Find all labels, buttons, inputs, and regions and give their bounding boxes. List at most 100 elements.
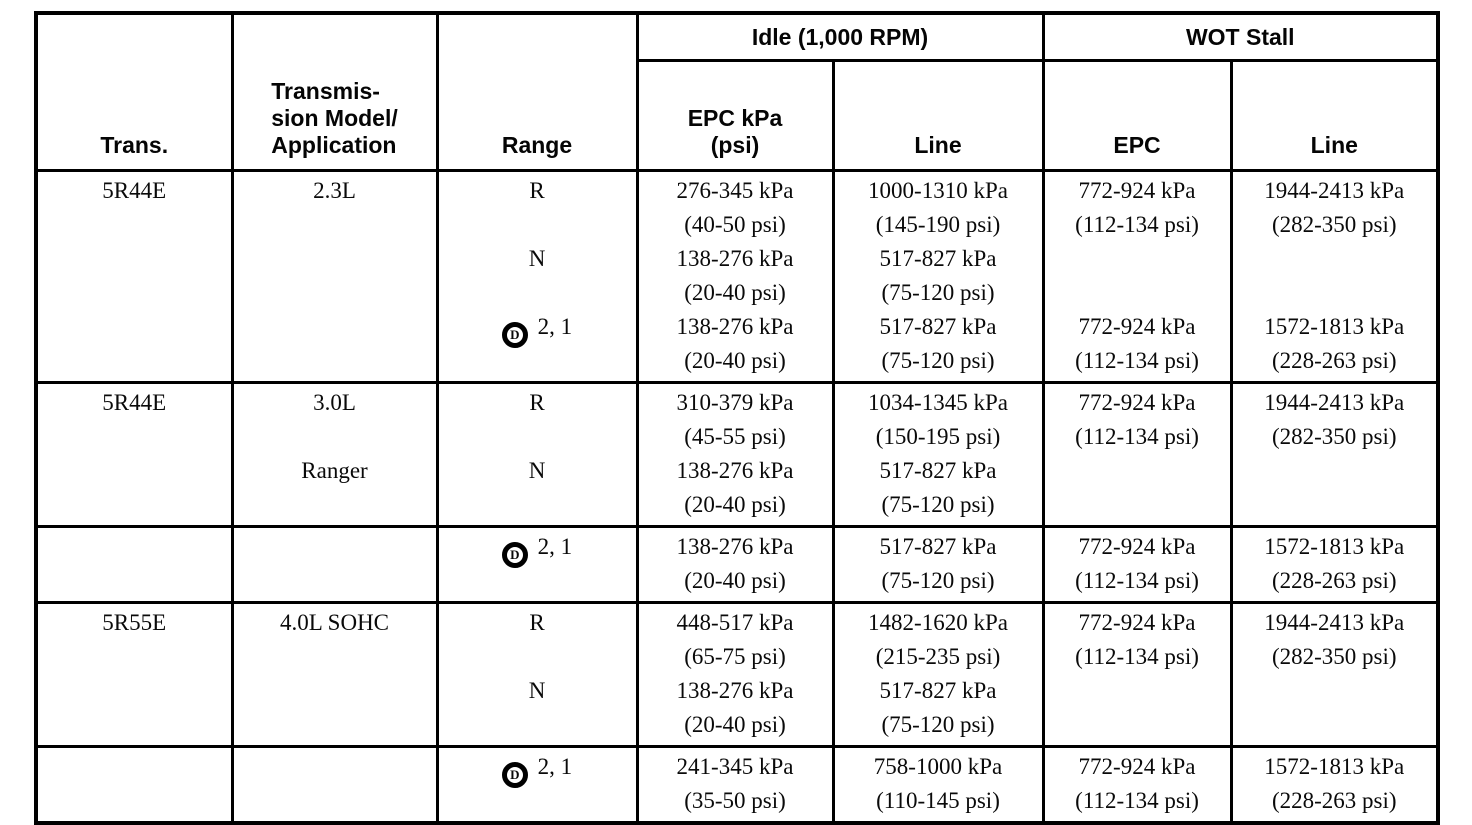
range-drive-label: D 2, 1 bbox=[441, 750, 634, 788]
cell-line bbox=[441, 784, 634, 818]
cell-model: 2.3L bbox=[230, 169, 439, 384]
cell-line bbox=[1047, 674, 1228, 708]
cell-line: (282-350 psi) bbox=[1271, 424, 1397, 449]
cell-idle_epc: 276-345 kPa (40-50 psi) 138-276 kPa (20-40 … bbox=[635, 169, 835, 384]
column-header-model-label: Transmis- sion Model/ Application bbox=[271, 78, 398, 158]
cell-line: 517-827 kPa bbox=[879, 534, 997, 559]
column-header-wot-epc: EPC bbox=[1041, 59, 1233, 172]
cell-line: (215-235 psi) bbox=[875, 644, 1001, 669]
cell-line: (282-350 psi) bbox=[1271, 212, 1397, 237]
cell-wot_epc: 772-924 kPa (112-134 psi) bbox=[1041, 745, 1233, 825]
cell-line bbox=[1047, 276, 1228, 310]
group-header-idle: Idle (1,000 RPM) bbox=[635, 11, 1045, 62]
cell-line: (228-263 psi) bbox=[1271, 348, 1397, 373]
cell-line: (112-134 psi) bbox=[1075, 348, 1199, 373]
cell-line: (150-195 psi) bbox=[875, 424, 1001, 449]
cell-line: (20-40 psi) bbox=[684, 712, 786, 737]
cell-line: 1944-2413 kPa bbox=[1264, 178, 1405, 203]
cell-line: 2.3L bbox=[313, 178, 356, 203]
cell-line: Ranger bbox=[301, 458, 368, 483]
cell-line: (40-50 psi) bbox=[684, 212, 786, 237]
cell-line: N bbox=[528, 678, 546, 703]
cell-model: 4.0L SOHC bbox=[230, 601, 439, 748]
cell-idle_epc: 310-379 kPa (45-55 psi) 138-276 kPa (20-40 … bbox=[635, 381, 835, 528]
cell-line: 4.0L SOHC bbox=[279, 610, 390, 635]
column-header-transmission-model-application: Transmis- sion Model/ Application bbox=[230, 11, 439, 172]
transmission-pressure-table: Trans. Transmis- sion Model/ Application… bbox=[34, 11, 1441, 825]
cell-line: (282-350 psi) bbox=[1271, 644, 1397, 669]
cell-model: 3.0L Ranger bbox=[230, 381, 439, 528]
scanned-document-page: Trans. Transmis- sion Model/ Application… bbox=[34, 11, 1441, 825]
cell-line: 241-345 kPa bbox=[676, 754, 794, 779]
cell-line: 758-1000 kPa bbox=[873, 754, 1003, 779]
cell-line: (35-50 psi) bbox=[684, 788, 786, 813]
cell-line bbox=[441, 564, 634, 598]
cell-line bbox=[441, 208, 634, 242]
cell-line: 138-276 kPa bbox=[676, 678, 794, 703]
column-header-range: Range bbox=[435, 11, 639, 172]
cell-line: N bbox=[528, 246, 546, 271]
table-row: D 2, 1 241-345 kPa (35-50 psi) 758-1000 kPa… bbox=[34, 745, 1440, 825]
column-header-idle-line: Line bbox=[831, 59, 1045, 172]
cell-line: 517-827 kPa bbox=[879, 678, 997, 703]
cell-line: (228-263 psi) bbox=[1271, 788, 1397, 813]
cell-line bbox=[1235, 276, 1435, 310]
cell-line: 517-827 kPa bbox=[879, 246, 997, 271]
cell-line: 5R55E bbox=[102, 610, 167, 635]
cell-idle_line: 517-827 kPa (75-120 psi) bbox=[831, 525, 1045, 604]
cell-line bbox=[441, 488, 634, 522]
table-header: Trans. Transmis- sion Model/ Application… bbox=[34, 11, 1440, 172]
cell-line: 5R44E bbox=[102, 390, 167, 415]
cell-line: 1572-1813 kPa bbox=[1264, 314, 1405, 339]
cell-line: (65-75 psi) bbox=[684, 644, 786, 669]
cell-line: 1034-1345 kPa bbox=[868, 390, 1008, 415]
cell-line: 772-924 kPa bbox=[1078, 754, 1196, 779]
column-header-trans: Trans. bbox=[34, 11, 234, 172]
cell-line bbox=[236, 750, 434, 784]
cell-line: (75-120 psi) bbox=[881, 348, 995, 373]
cell-wot_epc: 772-924 kPa (112-134 psi) 772-924 kPa (112-… bbox=[1041, 169, 1233, 384]
column-header-idle-epc: EPC kPa (psi) bbox=[635, 59, 835, 172]
cell-line: 138-276 kPa bbox=[676, 458, 794, 483]
cell-line: (75-120 psi) bbox=[881, 712, 995, 737]
cell-line bbox=[1047, 488, 1228, 522]
cell-wot_line: 1944-2413 kPa (282-350 psi) 1572-1813 kPa (… bbox=[1229, 169, 1440, 384]
table-row: 5R44E 2.3L R N D 2, 1 276-345 kPa (40-50 psi) 1… bbox=[34, 169, 1440, 384]
cell-line: 772-924 kPa bbox=[1078, 390, 1196, 415]
cell-model bbox=[230, 525, 439, 604]
cell-range: D 2, 1 bbox=[435, 525, 639, 604]
cell-line: 138-276 kPa bbox=[676, 314, 794, 339]
cell-line: (110-145 psi) bbox=[876, 788, 1000, 813]
cell-model bbox=[230, 745, 439, 825]
cell-idle_epc: 241-345 kPa (35-50 psi) bbox=[635, 745, 835, 825]
cell-line: 1944-2413 kPa bbox=[1264, 390, 1405, 415]
cell-idle_epc: 138-276 kPa (20-40 psi) bbox=[635, 525, 835, 604]
cell-range: D 2, 1 bbox=[435, 745, 639, 825]
cell-line: (112-134 psi) bbox=[1075, 568, 1199, 593]
cell-line: R bbox=[529, 390, 545, 415]
cell-line: 3.0L bbox=[313, 390, 356, 415]
cell-line: (20-40 psi) bbox=[684, 348, 786, 373]
cell-line: 1000-1310 kPa bbox=[868, 178, 1008, 203]
cell-line bbox=[1235, 674, 1435, 708]
cell-line: N bbox=[528, 458, 546, 483]
cell-wot_epc: 772-924 kPa (112-134 psi) bbox=[1041, 525, 1233, 604]
cell-line bbox=[1235, 454, 1435, 488]
cell-line: 1572-1813 kPa bbox=[1264, 534, 1405, 559]
cell-line bbox=[1235, 242, 1435, 276]
cell-line: 1482-1620 kPa bbox=[868, 610, 1008, 635]
group-header-wot-stall: WOT Stall bbox=[1041, 11, 1440, 62]
table-row: 5R44E 3.0L Ranger R N 310-379 kPa (45-55 psi) 1… bbox=[34, 381, 1440, 528]
cell-wot_epc: 772-924 kPa (112-134 psi) bbox=[1041, 381, 1233, 528]
cell-line bbox=[441, 344, 634, 378]
cell-idle_epc: 448-517 kPa (65-75 psi) 138-276 kPa (20-40 … bbox=[635, 601, 835, 748]
table-row: D 2, 1 138-276 kPa (20-40 psi) 517-827 kPa (… bbox=[34, 525, 1440, 604]
cell-line: 138-276 kPa bbox=[676, 246, 794, 271]
cell-line: 517-827 kPa bbox=[879, 314, 997, 339]
range-drive-label: D 2, 1 bbox=[441, 310, 634, 348]
cell-line: (145-190 psi) bbox=[875, 212, 1001, 237]
cell-line bbox=[1047, 242, 1228, 276]
cell-line bbox=[441, 420, 634, 454]
drive-circle-icon: D bbox=[501, 322, 528, 348]
